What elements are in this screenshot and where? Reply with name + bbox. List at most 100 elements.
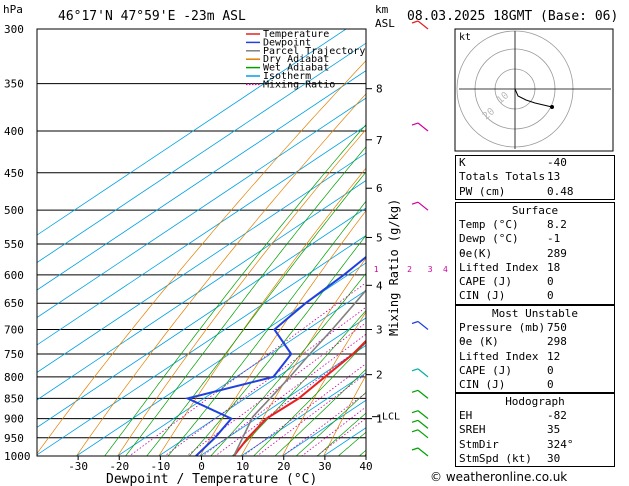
most-unstable-value: 750 bbox=[547, 321, 567, 334]
isotherm bbox=[75, 262, 366, 456]
hodograph-stat-row: StmDir 324° bbox=[456, 438, 614, 452]
wet-adiabat bbox=[231, 309, 366, 456]
wind-barb bbox=[417, 321, 429, 330]
pressure-tick-label: 550 bbox=[4, 238, 24, 251]
legend-entry: Temperature bbox=[263, 29, 329, 40]
pressure-tick-label: 650 bbox=[4, 297, 24, 310]
location-title: 46°17'N 47°59'E -23m ASL bbox=[58, 9, 246, 24]
surface-value: 0 bbox=[547, 289, 554, 303]
asl-label: ASL bbox=[375, 17, 395, 30]
mixing-ratio-label: 4 bbox=[443, 265, 448, 274]
temp-tick-label: -20 bbox=[109, 460, 129, 473]
pressure-tick-label: 750 bbox=[4, 348, 24, 361]
hodograph-stat-label: StmDir bbox=[459, 437, 499, 451]
isotherm bbox=[37, 152, 366, 373]
hodograph-stat-label: SREH bbox=[459, 423, 486, 437]
most-unstable-row: Pressure (mb) 750 bbox=[456, 321, 614, 335]
mixing-ratio-axis-title: Mixing Ratio (g/kg) bbox=[387, 199, 401, 336]
hodograph-table-title: Hodograph bbox=[505, 395, 565, 408]
temp-tick-label: -10 bbox=[150, 460, 170, 473]
wind-barb bbox=[417, 419, 429, 429]
hodograph-table: Hodograph EH -82 SREH 35 StmDir 324° StmSpd (k… bbox=[455, 393, 615, 468]
series-temperature bbox=[233, 339, 366, 456]
km-tick-label: 8 bbox=[376, 83, 383, 96]
surface-value: 0 bbox=[547, 275, 554, 289]
most-unstable-label: Lifted Index bbox=[459, 349, 539, 363]
km-tick-label: 5 bbox=[376, 231, 383, 244]
hodograph-stat-label: EH bbox=[459, 409, 473, 422]
index-row-k: K -40 bbox=[456, 156, 614, 170]
index-row-pw: PW (cm) 0.48 bbox=[456, 185, 614, 199]
pressure-tick-label: 800 bbox=[4, 371, 24, 384]
pressure-tick-label: 450 bbox=[4, 167, 24, 180]
dry-adiabat bbox=[37, 60, 366, 455]
wind-barb bbox=[417, 20, 429, 30]
mixing-ratio-line bbox=[301, 406, 366, 456]
wind-barb-feather bbox=[411, 410, 419, 414]
wet-adiabat bbox=[188, 234, 366, 456]
isotherm bbox=[37, 234, 366, 456]
most-unstable-label: CAPE (J) bbox=[459, 363, 512, 377]
km-tick-label: 3 bbox=[376, 324, 383, 337]
index-label: PW (cm) bbox=[459, 184, 506, 198]
mixing-ratio-label: 3 bbox=[428, 265, 433, 274]
most-unstable-row: Lifted Index 12 bbox=[456, 350, 614, 364]
dry-adiabat bbox=[323, 374, 366, 456]
surface-row: Temp (°C) 8.2 bbox=[456, 218, 614, 232]
surface-value: 18 bbox=[547, 260, 561, 274]
hodograph-stat-value: -82 bbox=[547, 409, 567, 422]
km-tick-label: 6 bbox=[376, 182, 383, 195]
dry-adiabat bbox=[282, 311, 366, 456]
surface-row: CIN (J) 0 bbox=[456, 289, 614, 303]
pressure-tick-label: 1000 bbox=[4, 450, 31, 463]
surface-row: θe(K) 289 bbox=[456, 247, 614, 261]
mixing-ratio-label: 1 bbox=[374, 265, 379, 274]
hpa-label: hPa bbox=[3, 3, 23, 16]
wind-barb-feather bbox=[411, 201, 419, 205]
pressure-tick-label: 700 bbox=[4, 324, 24, 337]
wind-barb-feather bbox=[411, 122, 419, 126]
surface-value: -1 bbox=[547, 232, 561, 246]
most-unstable-value: 298 bbox=[547, 335, 567, 349]
wind-barb bbox=[417, 429, 429, 439]
surface-value: 289 bbox=[547, 246, 567, 260]
hodograph-stat-row: StmSpd (kt) 30 bbox=[456, 452, 614, 466]
pressure-tick-label: 350 bbox=[4, 78, 24, 91]
pressure-tick-label: 900 bbox=[4, 413, 24, 426]
dry-adiabat bbox=[117, 128, 366, 456]
most-unstable-label: Pressure (mb) bbox=[459, 321, 546, 334]
temp-tick-label: 0 bbox=[198, 460, 205, 473]
x-axis-title: Dewpoint / Temperature (°C) bbox=[106, 472, 317, 486]
pressure-tick-label: 600 bbox=[4, 269, 24, 282]
wet-adiabat bbox=[167, 200, 366, 456]
credit-text: © weatheronline.co.uk bbox=[430, 470, 568, 484]
datetime-title: 08.03.2025 18GMT (Base: 06) bbox=[407, 9, 618, 24]
most-unstable-value: 0 bbox=[547, 363, 554, 377]
hodograph-trace bbox=[514, 88, 553, 108]
temp-tick-label: 40 bbox=[359, 460, 372, 473]
km-tick-label: 1 bbox=[376, 413, 383, 426]
wind-barb bbox=[417, 368, 429, 378]
wind-barb-feather bbox=[411, 429, 419, 433]
isotherm bbox=[37, 180, 366, 401]
hodograph-kt-label: kt bbox=[459, 32, 471, 43]
most-unstable-row: CIN (J) 0 bbox=[456, 378, 614, 392]
temp-tick-label: 10 bbox=[236, 460, 249, 473]
wet-adiabat bbox=[125, 146, 366, 456]
wet-adiabat bbox=[104, 124, 366, 456]
mixing-ratio-line bbox=[316, 417, 366, 456]
hodograph-stat-row: EH -82 bbox=[456, 409, 614, 423]
wind-barb-feather bbox=[411, 320, 419, 325]
most-unstable-label: CIN (J) bbox=[459, 378, 506, 392]
dry-adiabat bbox=[158, 167, 366, 456]
surface-title: Surface bbox=[511, 204, 559, 217]
pressure-tick-label: 850 bbox=[4, 392, 24, 405]
wind-barb-feather bbox=[411, 419, 419, 423]
surface-label: Temp (°C) bbox=[459, 218, 519, 231]
wet-adiabat bbox=[146, 171, 366, 456]
pressure-tick-label: 400 bbox=[4, 125, 24, 138]
wind-barb bbox=[417, 201, 429, 211]
surface-label: CAPE (J) bbox=[459, 275, 512, 289]
hodograph-stat-value: 324° bbox=[547, 437, 574, 451]
index-label: Totals Totals bbox=[459, 170, 546, 184]
